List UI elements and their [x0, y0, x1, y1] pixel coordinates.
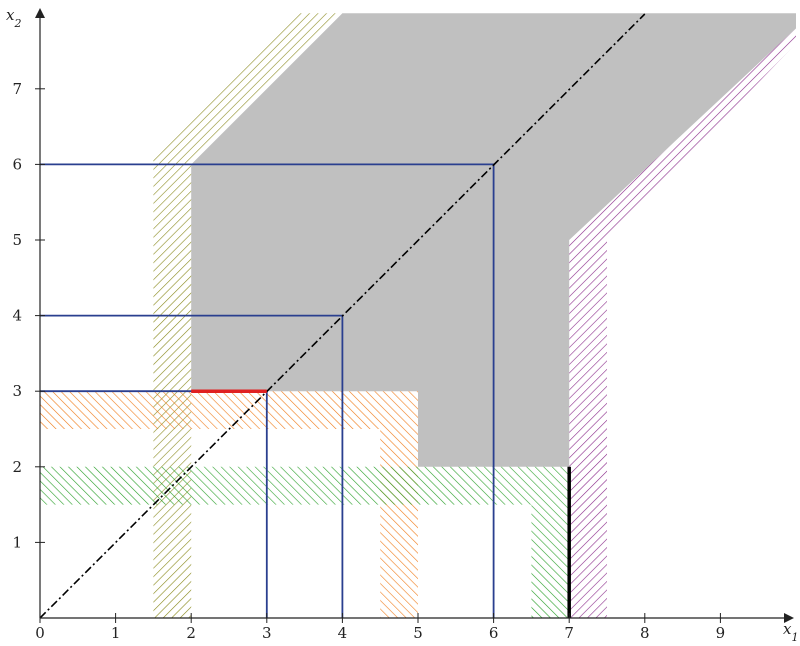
x-tick-label-6: 6	[489, 624, 499, 641]
x-tick-label-5: 5	[413, 624, 423, 641]
green-hatched-band	[40, 466, 570, 618]
x-tick-label-2: 2	[186, 624, 196, 641]
lines-layer	[39, 13, 646, 619]
x-tick-label-7: 7	[564, 624, 574, 641]
y-tick-label-7: 7	[12, 80, 22, 98]
x-tick-label-8: 8	[640, 624, 650, 641]
y-tick-label-6: 6	[12, 155, 22, 173]
axes-layer: 0 1 2 3 4 5 6 7 8 9 1 2 3 4 5 6 7 x1 x2	[6, 6, 798, 644]
purple-hatched-band	[569, 28, 796, 618]
y-tick-label-3: 3	[12, 382, 22, 400]
x-axis-label: x1	[783, 620, 798, 641]
y-tick-label-5: 5	[12, 231, 22, 249]
x-tick-label-0: 0	[35, 624, 45, 641]
y-tick-label-1: 1	[12, 533, 22, 551]
x-tick-label-3: 3	[262, 624, 272, 641]
orange-hatched-band	[40, 391, 418, 618]
y-tick-label-2: 2	[12, 458, 22, 476]
x-tick-label-4: 4	[338, 624, 348, 641]
y-tick-label-4: 4	[12, 307, 22, 325]
x-tick-label-1: 1	[111, 624, 121, 641]
y-axis-label: x2	[6, 6, 21, 30]
x-tick-label-9: 9	[716, 624, 726, 641]
diagonal-line	[39, 13, 646, 619]
